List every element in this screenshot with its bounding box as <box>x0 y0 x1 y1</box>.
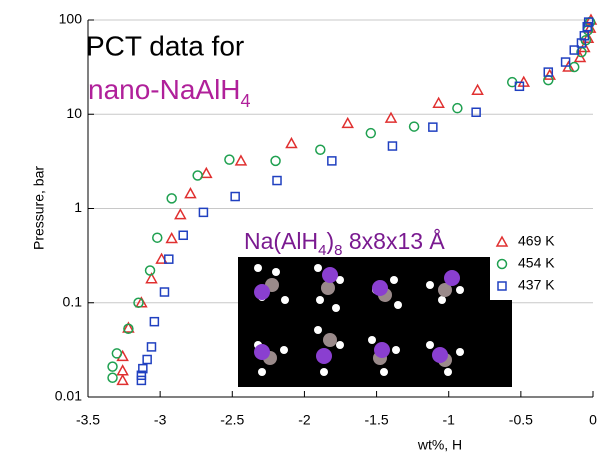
square-marker <box>138 363 148 374</box>
inset-label-part: 8x8x13 Å <box>342 227 445 254</box>
square-marker <box>583 17 594 27</box>
subtitle-subscript: 4 <box>241 91 251 111</box>
inset-label: Na(AlH4)8 8x8x13 Å <box>244 227 445 259</box>
triangle-marker <box>165 231 178 244</box>
circle-marker <box>123 323 134 334</box>
legend-label: 437 K <box>518 277 555 293</box>
x-tick-label: -1.5 <box>365 412 389 428</box>
triangle-marker <box>116 364 129 376</box>
circle-marker <box>166 193 177 204</box>
circle-marker <box>192 170 203 181</box>
square-marker <box>159 287 170 297</box>
legend-label: 469 K <box>518 233 555 249</box>
x-tick-label: -0.5 <box>509 412 533 428</box>
circle-marker <box>315 144 326 156</box>
inset-label-part: Na(AlH <box>244 228 318 254</box>
molecule-image <box>238 257 512 387</box>
circle-marker <box>270 155 281 167</box>
sodium-atoms <box>254 267 460 364</box>
x-tick-label: -1 <box>442 412 455 428</box>
y-tick-label: 1 <box>74 199 82 215</box>
y-tick-label: 100 <box>59 11 83 27</box>
circle-marker <box>107 372 118 384</box>
circle-marker <box>111 348 123 359</box>
circle-marker <box>144 265 156 276</box>
square-marker <box>569 45 579 55</box>
x-tick-label: 0 <box>589 412 597 428</box>
circle-marker <box>152 232 163 243</box>
triangle-marker <box>234 154 248 166</box>
circle-marker <box>408 121 420 132</box>
square-marker <box>497 281 507 291</box>
square-marker <box>146 342 157 352</box>
circle-marker <box>133 297 144 308</box>
circle-marker <box>224 154 235 165</box>
triangle-marker <box>200 166 213 179</box>
square-marker <box>178 230 188 241</box>
circle-marker <box>365 127 377 139</box>
legend-label: 454 K <box>518 255 555 271</box>
square-marker <box>142 354 152 365</box>
square-marker <box>198 207 209 218</box>
triangle-marker <box>581 31 595 44</box>
square-marker <box>230 191 240 202</box>
chart-title: PCT data for <box>86 30 244 61</box>
x-tick-label: -2 <box>298 412 311 428</box>
square-marker <box>164 254 174 264</box>
square-marker <box>136 375 147 386</box>
triangle-marker <box>145 272 158 284</box>
square-marker <box>149 316 160 327</box>
square-marker <box>576 38 587 48</box>
inset-label-subscript: 4 <box>318 242 326 259</box>
square-marker <box>387 141 398 151</box>
y-tick-label: 10 <box>66 105 82 121</box>
x-axis-label: wt%, H <box>417 437 462 453</box>
square-marker <box>327 156 337 166</box>
triangle-marker <box>174 208 187 220</box>
inset-label-subscript: 8 <box>334 242 342 259</box>
inset-background <box>238 257 512 387</box>
triangle-marker <box>116 373 129 386</box>
triangle-marker <box>432 96 445 108</box>
triangle-marker <box>341 116 354 129</box>
inset-label-part: ) <box>326 228 334 254</box>
square-marker <box>471 107 481 118</box>
x-tick-label: -3.5 <box>76 412 100 428</box>
triangle-marker <box>285 136 298 149</box>
square-marker <box>514 81 525 92</box>
square-marker <box>579 31 590 41</box>
square-marker <box>543 67 554 77</box>
triangle-marker <box>583 21 597 33</box>
x-tick-label: -2.5 <box>220 412 244 428</box>
x-tick-label: -3 <box>154 412 167 428</box>
square-marker <box>428 122 438 132</box>
y-tick-label: 0.1 <box>63 293 83 309</box>
square-marker <box>272 175 282 186</box>
square-marker <box>560 57 571 67</box>
square-marker <box>136 370 147 381</box>
circle-marker <box>568 61 580 73</box>
triangle-marker <box>122 321 135 333</box>
triangle-marker <box>495 235 509 247</box>
circle-marker <box>496 258 508 270</box>
circle-marker <box>452 102 463 114</box>
y-axis-label: Pressure, bar <box>31 166 47 250</box>
triangle-marker <box>471 83 484 95</box>
triangle-marker <box>384 111 398 123</box>
y-tick-label: 0.01 <box>55 388 82 404</box>
triangle-marker <box>184 187 197 199</box>
chart-subtitle: nano-NaAlH4 <box>88 74 251 110</box>
subtitle-text: nano-NaAlH <box>88 74 241 105</box>
circle-marker <box>107 361 118 372</box>
